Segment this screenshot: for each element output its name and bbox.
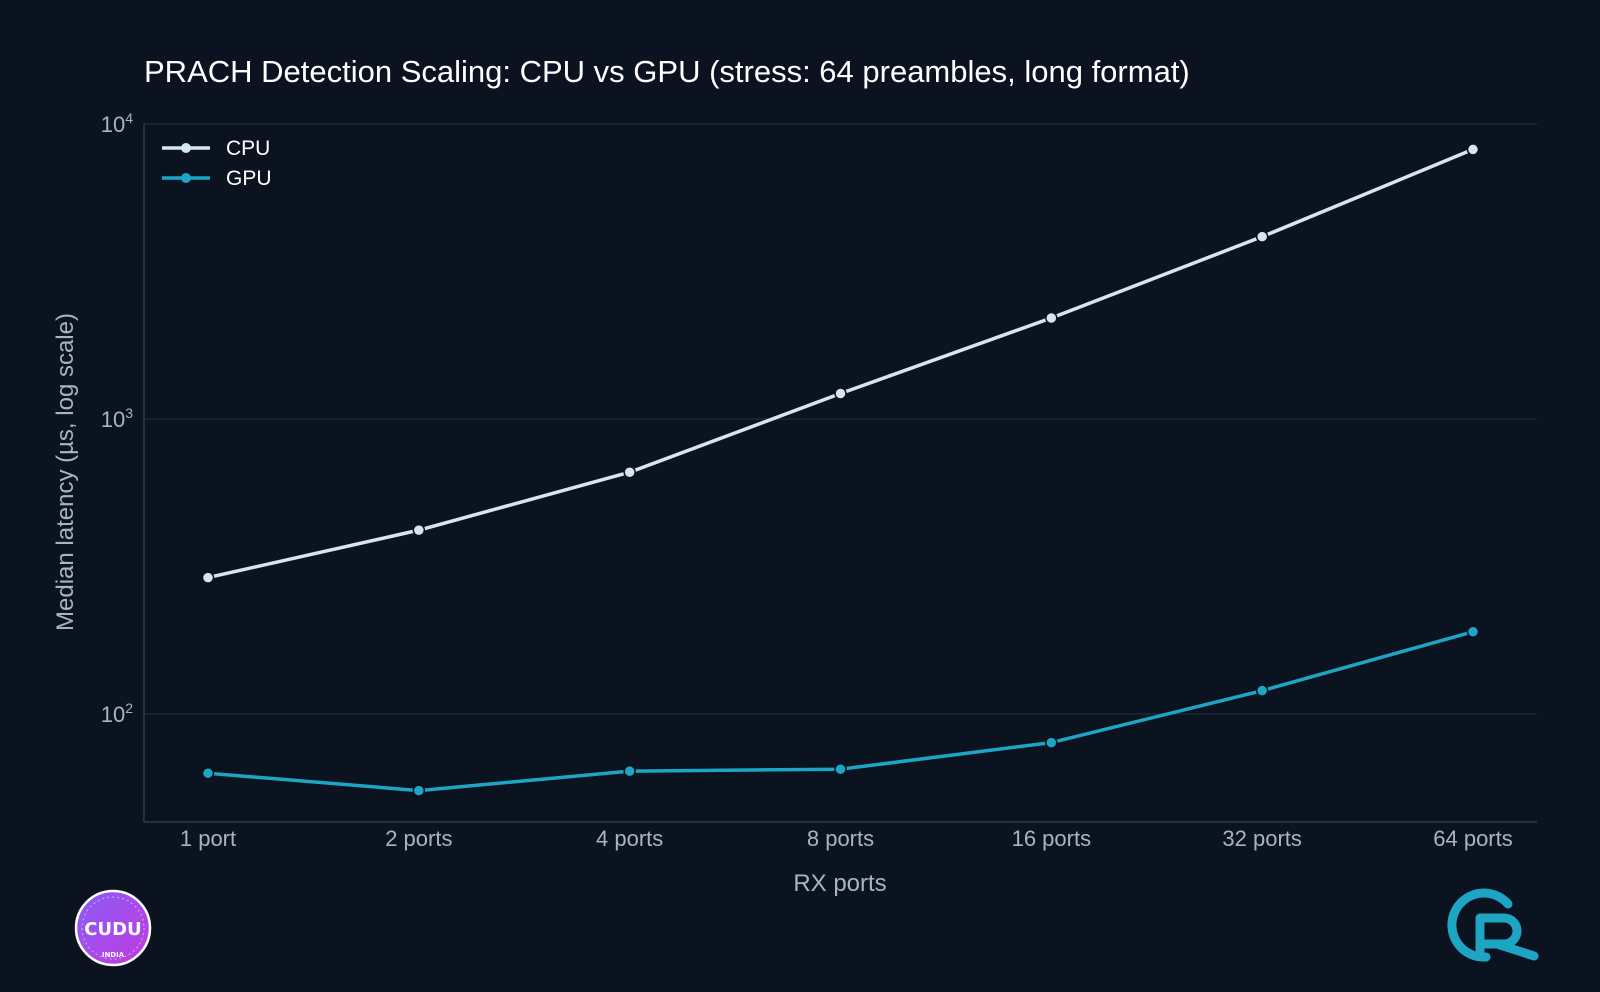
series-lines: [201, 143, 1480, 797]
cpu-data-point: [834, 387, 847, 400]
gpu-data-point: [623, 764, 636, 778]
cpu-data-point: [1045, 311, 1058, 325]
legend: CPU GPU: [162, 137, 272, 190]
cpu-data-point: [623, 465, 636, 479]
y-tick-base: 10: [101, 112, 125, 137]
cpu-data-point: [412, 523, 426, 537]
gpu-data-point: [201, 766, 215, 780]
y-axis-title: Median latency (µs, log scale): [52, 313, 79, 631]
x-tick-label: 8 ports: [807, 826, 874, 851]
gpu-data-point: [412, 784, 426, 797]
y-tick-exponent: 4: [125, 110, 133, 126]
y-tick-label: 103: [101, 405, 133, 432]
x-tick-label: 32 ports: [1222, 826, 1302, 851]
cpu-legend-label: CPU: [226, 137, 270, 160]
gpu-data-point: [1255, 684, 1269, 697]
cudu-badge-label: CUDU: [84, 919, 141, 940]
x-tick-label: 2 ports: [385, 826, 452, 851]
y-tick-base: 10: [101, 407, 125, 432]
y-tick-exponent: 2: [125, 700, 133, 716]
x-tick-label: 64 ports: [1433, 826, 1513, 851]
x-tick-label: 4 ports: [596, 826, 663, 851]
cpu-data-point: [201, 571, 215, 584]
gpu-data-point: [1045, 736, 1058, 749]
cudu-badge-icon: CUDU INDIA: [74, 889, 152, 967]
x-tick-label: 16 ports: [1012, 826, 1092, 851]
gpu-data-point: [1466, 625, 1480, 639]
grid-lines: [144, 123, 1537, 715]
x-tick-label: 1 port: [180, 826, 236, 851]
y-tick-exponent: 3: [125, 405, 133, 421]
gpu-legend-marker: [181, 173, 191, 183]
y-tick-base: 10: [101, 702, 125, 727]
x-tick-labels: 1 port 2 ports 4 ports 8 ports 16 ports 32 po…: [180, 826, 1513, 851]
chart-title: PRACH Detection Scaling: CPU vs GPU (str…: [144, 54, 1190, 89]
cpu-data-point: [1466, 143, 1480, 156]
cpu-series-line: [206, 147, 1475, 580]
gpu-legend-label: GPU: [226, 167, 272, 190]
cudu-badge-sublabel: INDIA: [102, 951, 125, 959]
cr-logo-icon: [1447, 888, 1539, 962]
y-tick-label: 104: [101, 110, 133, 137]
cpu-data-point: [1255, 230, 1269, 243]
gpu-data-point: [834, 762, 847, 776]
y-tick-label: 102: [101, 700, 133, 727]
cpu-legend-marker: [181, 143, 191, 153]
x-axis-title: RX ports: [793, 870, 886, 897]
axes: [143, 124, 1537, 823]
